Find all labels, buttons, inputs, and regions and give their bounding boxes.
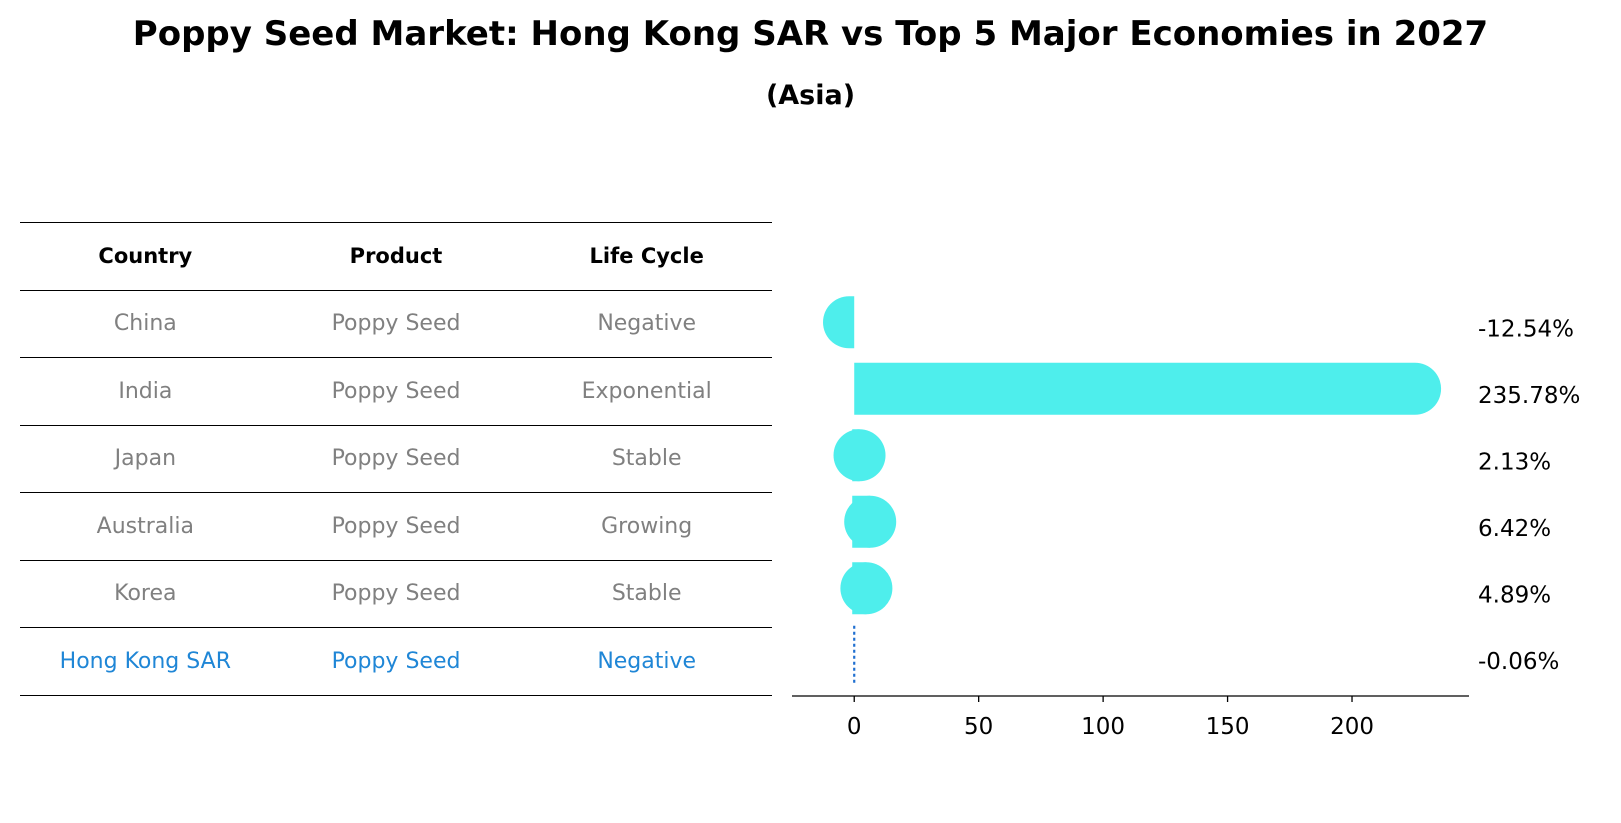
- table-row: China Poppy Seed Negative: [20, 289, 772, 358]
- table-row-highlighted: Hong Kong SAR Poppy Seed Negative: [20, 627, 772, 696]
- x-tick-label: 200: [1330, 714, 1374, 740]
- cell-life-cycle: Negative: [597, 311, 697, 337]
- x-tick-label: 50: [964, 714, 993, 740]
- cell-product: Poppy Seed: [331, 311, 461, 337]
- cell-product: Poppy Seed: [331, 648, 461, 674]
- bar-body: [852, 562, 867, 615]
- cell-product: Poppy Seed: [331, 513, 461, 539]
- header-country: Country: [98, 244, 193, 269]
- value-label: 6.42%: [1478, 516, 1551, 542]
- table-row: Japan Poppy Seed Stable: [20, 424, 772, 493]
- value-label: -0.06%: [1478, 649, 1559, 675]
- cell-country: Korea: [114, 581, 177, 607]
- cell-country: India: [118, 378, 173, 404]
- cell-product: Poppy Seed: [331, 446, 461, 472]
- header-life-cycle: Life Cycle: [589, 244, 704, 269]
- value-label: 4.89%: [1478, 582, 1551, 608]
- cell-product: Poppy Seed: [331, 378, 461, 404]
- cell-life-cycle: Negative: [597, 648, 697, 674]
- cell-life-cycle: Growing: [601, 513, 693, 539]
- x-tick-label: 150: [1206, 714, 1250, 740]
- cell-life-cycle: Stable: [611, 446, 682, 472]
- cell-country: China: [113, 311, 177, 337]
- cell-life-cycle: Exponential: [581, 378, 712, 404]
- table-row: Korea Poppy Seed Stable: [20, 559, 772, 628]
- table-row: India Poppy Seed Exponential: [20, 357, 772, 425]
- bar: [854, 362, 1442, 415]
- value-label: -12.54%: [1478, 316, 1574, 342]
- data-table: Country Product Life Cycle China Poppy S…: [20, 222, 772, 696]
- chart-title: Poppy Seed Market: Hong Kong SAR vs Top …: [132, 14, 1489, 54]
- chart-subtitle: (Asia): [765, 80, 856, 111]
- x-tick-label: 100: [1081, 714, 1125, 740]
- cell-country: Japan: [114, 446, 177, 472]
- cell-country: Australia: [96, 513, 194, 539]
- header-product: Product: [349, 244, 443, 269]
- cell-life-cycle: Stable: [611, 581, 682, 607]
- value-label: 2.13%: [1478, 449, 1551, 475]
- bar-body: [852, 495, 871, 548]
- bar: [823, 296, 855, 349]
- bar-body: [852, 429, 860, 482]
- cell-product: Poppy Seed: [331, 581, 461, 607]
- table-row: Australia Poppy Seed Growing: [20, 492, 772, 560]
- cell-country: Hong Kong SAR: [59, 648, 231, 674]
- value-label: 235.78%: [1478, 383, 1580, 409]
- table-header-row: Country Product Life Cycle: [20, 222, 772, 290]
- x-tick-label: 0: [847, 714, 862, 740]
